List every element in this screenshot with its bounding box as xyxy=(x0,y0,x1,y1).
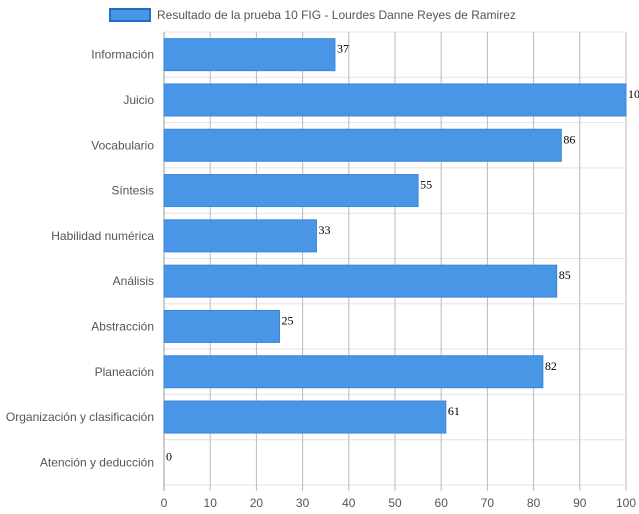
tick-label: 60 xyxy=(435,496,449,510)
category-axis: Información Juicio Vocabulario Síntesis Habi… xyxy=(6,48,154,470)
category-label: Atención y deducción xyxy=(40,455,154,469)
tick-label: 100 xyxy=(616,496,636,510)
tick-label: 30 xyxy=(296,496,310,510)
category-label: Habilidad numérica xyxy=(51,229,154,243)
tick-label: 40 xyxy=(342,496,356,510)
bar[interactable] xyxy=(163,83,627,117)
bars xyxy=(163,38,627,434)
tick-label: 70 xyxy=(481,496,495,510)
data-labels: 37 100 86 55 33 85 25 82 61 0 xyxy=(166,42,639,464)
tick-label: 10 xyxy=(204,496,218,510)
bar[interactable] xyxy=(163,128,562,162)
category-label: Planeación xyxy=(95,365,154,379)
category-label: Análisis xyxy=(113,274,154,288)
bar[interactable] xyxy=(163,264,558,298)
data-label: 25 xyxy=(282,313,294,327)
data-label: 37 xyxy=(337,42,349,56)
bar[interactable] xyxy=(163,219,317,253)
value-axis: 0 10 20 30 40 50 60 70 80 90 100 xyxy=(161,496,637,510)
data-label: 55 xyxy=(420,178,432,192)
category-label: Vocabulario xyxy=(91,138,154,152)
data-label: 85 xyxy=(559,268,571,282)
bar[interactable] xyxy=(163,309,280,343)
data-label: 86 xyxy=(563,132,575,146)
bar[interactable] xyxy=(163,400,447,434)
legend-label: Resultado de la prueba 10 FIG - Lourdes … xyxy=(157,8,516,22)
tick-label: 80 xyxy=(527,496,541,510)
category-label: Juicio xyxy=(123,93,154,107)
data-label: 33 xyxy=(318,223,330,237)
data-label: 0 xyxy=(166,449,172,463)
tick-label: 90 xyxy=(573,496,587,510)
tick-label: 20 xyxy=(250,496,264,510)
category-label: Síntesis xyxy=(111,184,154,198)
bar[interactable] xyxy=(163,38,336,72)
tick-label: 0 xyxy=(161,496,168,510)
category-label: Información xyxy=(91,48,154,62)
tick-label: 50 xyxy=(388,496,402,510)
legend-swatch xyxy=(109,8,151,22)
data-label: 100 xyxy=(628,87,639,101)
category-label: Abstracción xyxy=(91,319,154,333)
bar[interactable] xyxy=(163,174,419,208)
category-label: Organización y clasificación xyxy=(6,410,154,424)
bar[interactable] xyxy=(163,355,544,389)
legend[interactable]: Resultado de la prueba 10 FIG - Lourdes … xyxy=(109,8,516,22)
data-label: 82 xyxy=(545,359,557,373)
data-label: 61 xyxy=(448,404,460,418)
